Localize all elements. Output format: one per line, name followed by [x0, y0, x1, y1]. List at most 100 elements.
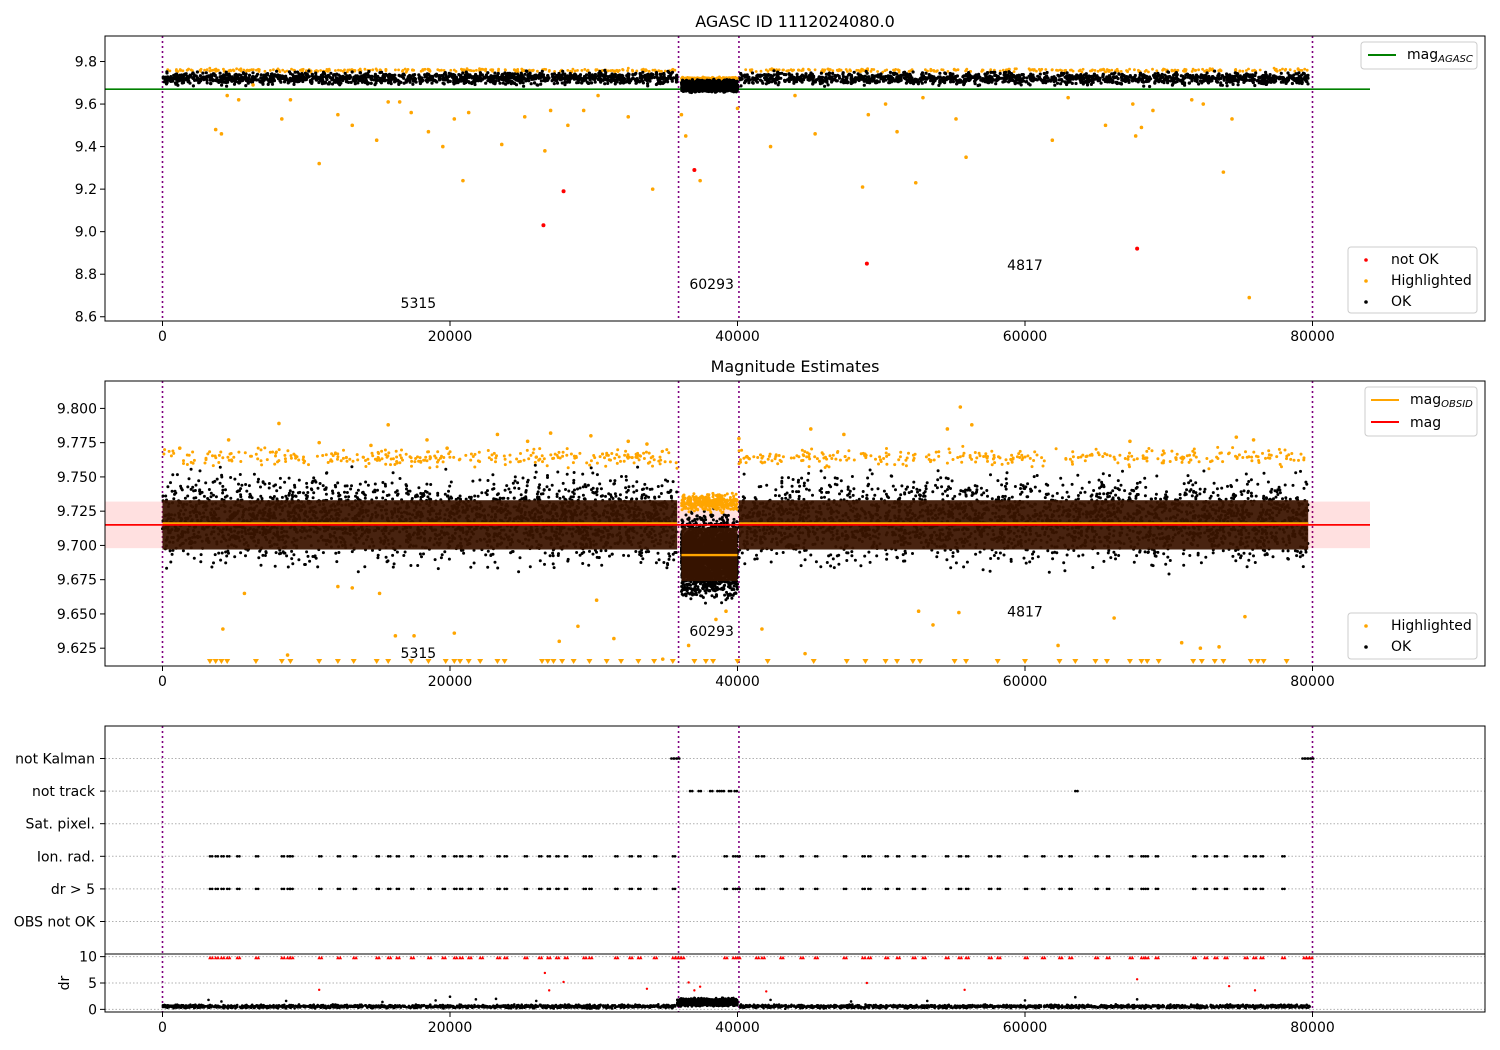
ok-point	[811, 82, 814, 85]
ok-point	[301, 73, 304, 76]
highlighted-point	[1013, 70, 1016, 73]
figure: AGASC ID 1112024080.0 5315602934817 0 200…	[0, 0, 1500, 1050]
ok-point	[1148, 85, 1151, 88]
ok-point	[488, 79, 491, 82]
highlighted-point	[797, 69, 800, 72]
ok-point	[532, 76, 535, 79]
ok-point	[660, 77, 663, 80]
ok-point	[772, 78, 775, 81]
ok-point	[513, 77, 516, 80]
ok-point	[1259, 80, 1262, 83]
ok-point	[1165, 79, 1168, 82]
highlighted-point	[1171, 69, 1174, 72]
ok-point	[1069, 77, 1072, 80]
highlighted-point	[744, 68, 747, 71]
ok-point	[375, 79, 378, 82]
ok-point	[938, 72, 941, 75]
highlighted-point	[1241, 70, 1244, 73]
ok-point	[1286, 71, 1289, 74]
ok-point	[348, 77, 351, 80]
ok-point	[1248, 79, 1251, 82]
ok-point	[1207, 79, 1210, 82]
highlighted-point	[1107, 70, 1110, 73]
ok-point	[924, 80, 927, 83]
ok-point	[1097, 76, 1100, 79]
ok-point	[895, 73, 898, 76]
highlighted-point	[319, 69, 322, 72]
ok-point	[1039, 73, 1042, 76]
ok-point	[710, 87, 713, 90]
ok-point	[1029, 77, 1032, 80]
ok-point	[367, 82, 370, 85]
ok-point	[459, 74, 462, 77]
ok-point	[522, 81, 525, 84]
ok-point	[525, 77, 528, 80]
ok-point	[201, 72, 204, 75]
ok-point	[879, 77, 882, 80]
ok-point	[594, 81, 597, 84]
ok-point	[1014, 81, 1017, 84]
ok-point	[530, 82, 533, 85]
highlighted-point	[574, 70, 577, 73]
ok-point	[938, 81, 941, 84]
highlighted-point	[255, 69, 258, 72]
highlighted-point	[214, 128, 218, 132]
ok-point	[561, 81, 564, 84]
ok-point	[206, 75, 209, 78]
highlighted-point	[449, 69, 452, 72]
ok-point	[990, 79, 993, 82]
ok-point	[344, 72, 347, 75]
highlighted-point	[898, 69, 901, 72]
highlighted-point	[251, 83, 255, 87]
highlighted-point	[1094, 69, 1097, 72]
ok-point	[226, 77, 229, 80]
highlighted-point	[849, 68, 852, 71]
ok-point	[755, 79, 758, 82]
ok-point	[844, 79, 847, 82]
highlighted-point	[1151, 68, 1154, 71]
ok-point	[351, 70, 354, 73]
ok-point	[663, 73, 666, 76]
highlighted-point	[755, 70, 758, 73]
ok-point	[1242, 81, 1245, 84]
highlighted-point	[272, 68, 275, 71]
ok-point	[327, 74, 330, 77]
ok-point	[510, 74, 513, 77]
ok-point	[890, 75, 893, 78]
ok-point	[1050, 76, 1053, 79]
ok-point	[237, 81, 240, 84]
ok-point	[1253, 84, 1256, 87]
ok-point	[331, 78, 334, 81]
highlighted-point	[514, 69, 517, 72]
highlighted-point	[1279, 69, 1282, 72]
ok-point	[827, 73, 830, 76]
highlighted-point	[1102, 68, 1105, 71]
highlighted-point	[808, 69, 811, 72]
ok-point	[172, 77, 175, 80]
ok-point	[1106, 80, 1109, 83]
ok-point	[390, 74, 393, 77]
ok-point	[1175, 76, 1178, 79]
highlighted-point	[1059, 69, 1062, 72]
ok-point	[779, 77, 782, 80]
ok-point	[1254, 71, 1257, 74]
highlighted-point	[337, 69, 340, 72]
highlighted-point	[1303, 68, 1306, 71]
ok-point	[471, 76, 474, 79]
ok-point	[1263, 79, 1266, 82]
highlighted-point	[186, 69, 189, 72]
ok-point	[1054, 77, 1057, 80]
ok-point	[921, 77, 924, 80]
highlighted-point	[626, 69, 629, 72]
ok-point	[1300, 82, 1303, 85]
ok-point	[271, 75, 274, 78]
highlighted-point	[491, 70, 494, 73]
ok-point	[209, 82, 212, 85]
ok-point	[603, 82, 606, 85]
ok-point	[236, 75, 239, 78]
ok-point	[955, 82, 958, 85]
ok-point	[671, 77, 674, 80]
ok-point	[361, 81, 364, 84]
ok-point	[617, 74, 620, 77]
ok-point	[178, 74, 181, 77]
